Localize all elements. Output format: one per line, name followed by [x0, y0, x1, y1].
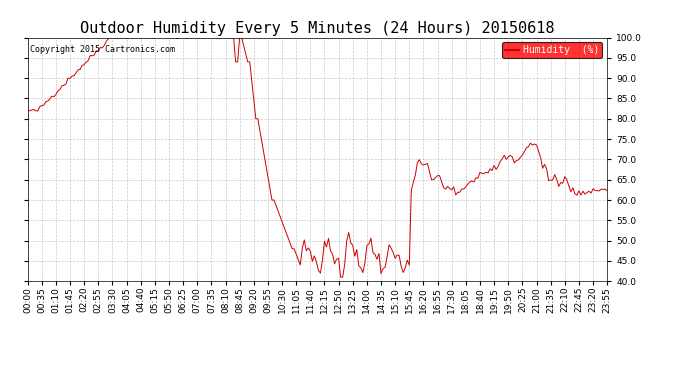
- Text: Copyright 2015 Cartronics.com: Copyright 2015 Cartronics.com: [30, 45, 175, 54]
- Title: Outdoor Humidity Every 5 Minutes (24 Hours) 20150618: Outdoor Humidity Every 5 Minutes (24 Hou…: [80, 21, 555, 36]
- Legend: Humidity  (%): Humidity (%): [502, 42, 602, 58]
